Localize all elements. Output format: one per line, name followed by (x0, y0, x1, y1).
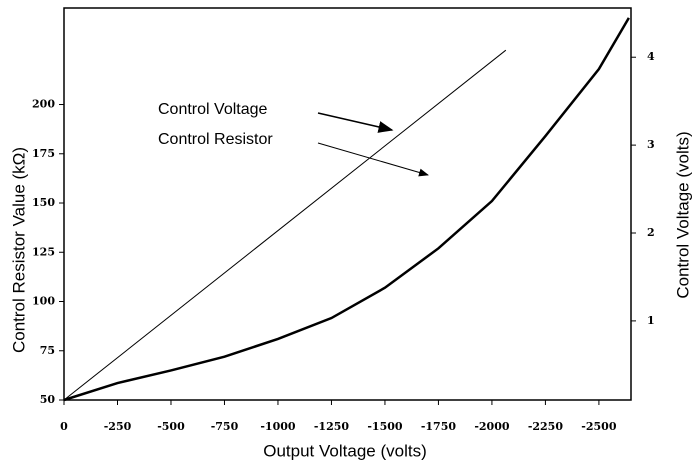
y2-tick-label: 4 (647, 50, 655, 63)
y2-tick-label: 1 (647, 314, 655, 327)
annotation-arrow (317, 142, 429, 177)
x-tick-label: 0 (60, 420, 68, 433)
data-line (63, 17, 630, 402)
x-tick-label: -2000 (474, 420, 510, 433)
x-tick-label: -1500 (367, 420, 403, 433)
annotation: Control Resistor (158, 131, 273, 148)
x-tick-label: -1250 (314, 420, 350, 433)
annotation: Control Voltage (158, 101, 268, 118)
y-tick-label: 75 (40, 344, 55, 357)
annotation-arrow (317, 112, 394, 133)
y-axis-label: Control Resistor Value (kΩ) (9, 147, 28, 353)
x-tick-label: -250 (104, 420, 132, 433)
data-line (63, 49, 507, 401)
y-tick-label: 200 (32, 98, 55, 111)
x-tick-label: -1750 (421, 420, 457, 433)
x-tick-label: -1000 (260, 420, 296, 433)
x-tick-label: -500 (157, 420, 185, 433)
y2-tick-label: 2 (647, 226, 655, 239)
y-tick-label: 100 (32, 295, 55, 308)
y-tick-label: 125 (32, 245, 55, 258)
y-tick-label: 50 (40, 393, 56, 406)
x-axis-label: Output Voltage (volts) (263, 441, 426, 460)
x-tick-label: -2500 (581, 420, 617, 433)
y2-axis-label: Control Voltage (volts) (673, 131, 692, 298)
y-tick-label: 150 (32, 196, 55, 209)
plot-frame (63, 7, 632, 401)
y2-tick-label: 3 (647, 138, 655, 151)
y-tick-label: 175 (32, 147, 55, 160)
x-tick-label: -2250 (528, 420, 564, 433)
x-tick-label: -750 (211, 420, 239, 433)
